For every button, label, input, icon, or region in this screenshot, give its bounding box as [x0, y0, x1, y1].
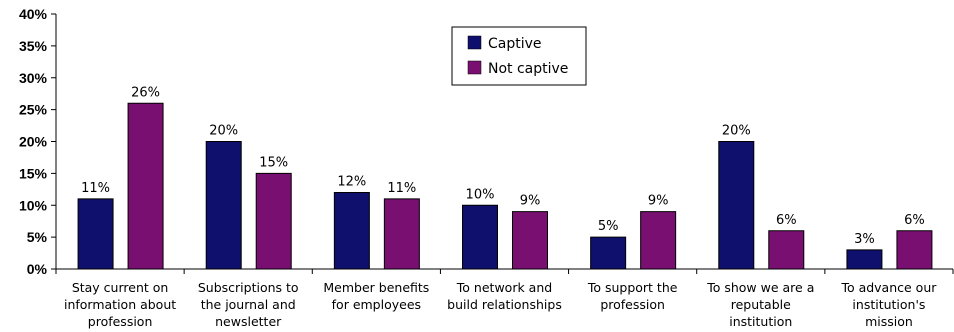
- bar-captive: [590, 236, 627, 270]
- data-label: 9%: [520, 194, 541, 209]
- data-label: 6%: [776, 213, 797, 228]
- data-label: 11%: [387, 181, 416, 196]
- y-axis: 0% 5% 10% 15% 20% 25% 30% 35% 40%: [19, 6, 57, 277]
- data-label: 20%: [209, 124, 238, 139]
- y-tick-label: 30%: [19, 70, 48, 86]
- y-tick-label: 25%: [19, 102, 48, 118]
- y-tick-label: 40%: [19, 6, 48, 22]
- y-tick-label: 35%: [19, 38, 48, 54]
- x-category-label: To support the profession: [587, 280, 678, 312]
- data-label: 6%: [904, 213, 925, 228]
- data-label: 20%: [722, 124, 751, 139]
- bar-captive: [205, 141, 242, 270]
- bar-not-captive: [640, 211, 677, 270]
- legend-swatch-not-captive: [467, 60, 482, 75]
- data-label: 11%: [81, 181, 110, 196]
- bar-captive: [333, 192, 370, 270]
- bar-not-captive: [127, 102, 164, 270]
- data-label: 15%: [259, 155, 288, 170]
- data-label: 5%: [598, 219, 619, 234]
- bar-not-captive: [255, 172, 292, 270]
- bar-captive: [77, 198, 114, 270]
- legend-label-captive: Captive: [488, 36, 542, 52]
- data-label: 10%: [466, 187, 495, 202]
- x-category-label: Subscriptions to the journal and newslette…: [198, 280, 299, 329]
- x-category-label: To advance our institution's mission: [840, 280, 937, 329]
- y-tick-label: 15%: [19, 165, 48, 181]
- legend: Captive Not captive: [451, 26, 587, 86]
- data-label: 26%: [131, 85, 160, 100]
- bar-not-captive: [896, 230, 933, 270]
- data-label: 3%: [854, 232, 875, 247]
- bar-captive: [462, 204, 498, 270]
- data-label: 9%: [648, 194, 669, 209]
- x-category-label: Stay current on information about professi…: [64, 280, 176, 329]
- legend-swatch-captive: [467, 35, 482, 50]
- bar-not-captive: [383, 198, 420, 270]
- bars: [77, 102, 933, 270]
- legend-label-not-captive: Not captive: [488, 61, 568, 77]
- y-tick-label: 20%: [19, 134, 48, 150]
- bar-not-captive: [512, 211, 548, 270]
- y-tick-label: 5%: [27, 229, 48, 245]
- y-tick-label: 10%: [19, 197, 48, 213]
- x-category-label: Member benefits for employees: [323, 280, 429, 312]
- data-label: 12%: [337, 175, 366, 190]
- x-category-label: To network and build relationships: [447, 280, 562, 312]
- y-tick-label: 0%: [27, 261, 48, 277]
- x-category-label: To show we are a reputable institution: [706, 280, 814, 329]
- bar-captive: [846, 249, 883, 270]
- data-labels: 11% 20% 12% 10% 5% 20% 3% 26% 15% 11% 9% 9% 6% 6%: [81, 85, 925, 247]
- bar-not-captive: [768, 230, 805, 270]
- x-axis: Stay current on information about professi…: [55, 268, 954, 329]
- legend-box: [451, 26, 587, 86]
- bar-captive: [718, 141, 755, 270]
